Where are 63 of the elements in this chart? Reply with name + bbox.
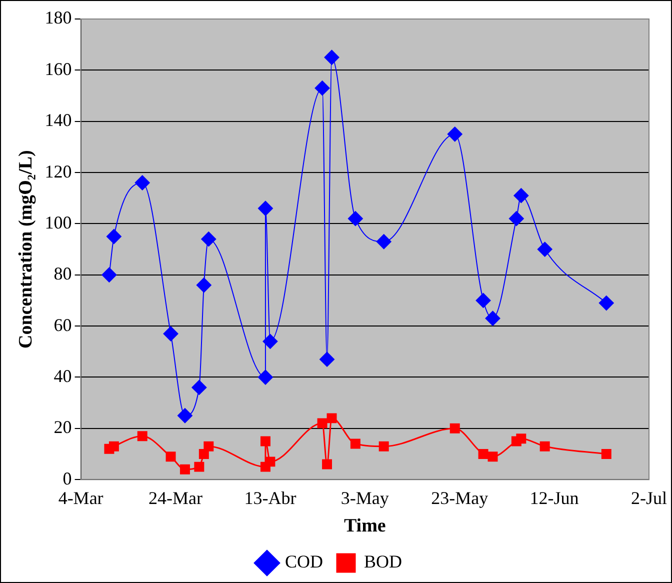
point <box>265 456 276 467</box>
legend-label: BOD <box>364 552 402 572</box>
point <box>478 449 488 460</box>
x-tick-label: 13-Abr <box>244 488 296 508</box>
point <box>258 370 273 385</box>
point <box>508 211 524 226</box>
y-tick-label: 20 <box>54 417 72 438</box>
y-tick-label: 160 <box>44 58 72 79</box>
x-tick-label: 4-Mar <box>58 488 104 508</box>
point <box>516 434 526 444</box>
y-tick-label: 60 <box>54 314 72 335</box>
x-tick-label: 3-May <box>340 488 389 508</box>
point <box>348 211 363 226</box>
point <box>258 200 273 216</box>
point <box>447 126 462 142</box>
y-tick-label: 100 <box>44 212 72 232</box>
point <box>192 380 207 395</box>
x-tick-label: 23-May <box>431 488 488 508</box>
y-tick-label: 120 <box>44 161 72 182</box>
point <box>134 175 150 190</box>
point <box>322 459 332 470</box>
point <box>378 441 389 452</box>
point <box>601 449 612 460</box>
point <box>324 50 340 65</box>
point <box>108 441 119 452</box>
y-tick-label: 140 <box>44 110 72 130</box>
point <box>514 188 529 204</box>
point <box>326 413 337 424</box>
point <box>537 242 552 257</box>
x-axis-title: Time <box>344 516 386 537</box>
point <box>163 326 178 342</box>
point <box>262 334 278 349</box>
point <box>476 292 491 308</box>
point <box>196 278 212 293</box>
point <box>320 352 335 367</box>
y-tick-label: 80 <box>54 264 72 284</box>
y-axis-title: Concentration (mgO₂/L) <box>15 150 36 348</box>
y-tick-label: 0 <box>62 468 72 488</box>
x-tick-label: 12-Jun <box>530 488 579 508</box>
point <box>540 441 550 452</box>
point <box>180 464 190 474</box>
x-tick-label: 2-Jul <box>631 488 667 508</box>
point <box>194 462 204 472</box>
point <box>102 267 117 282</box>
legend-label: COD <box>284 552 324 572</box>
x-tick-label: 24-Mar <box>148 488 202 508</box>
point <box>260 436 270 446</box>
point <box>106 229 122 244</box>
point <box>488 452 498 462</box>
point <box>166 452 176 462</box>
point <box>450 423 460 434</box>
point <box>350 438 360 449</box>
y-tick-label: 180 <box>44 8 72 28</box>
point <box>177 408 192 424</box>
point <box>201 232 216 247</box>
point <box>376 234 392 250</box>
point <box>137 431 148 442</box>
y-tick-label: 40 <box>54 366 72 386</box>
point <box>317 418 328 428</box>
point <box>598 296 614 311</box>
point <box>314 80 330 96</box>
point <box>485 310 500 326</box>
point <box>204 441 214 452</box>
